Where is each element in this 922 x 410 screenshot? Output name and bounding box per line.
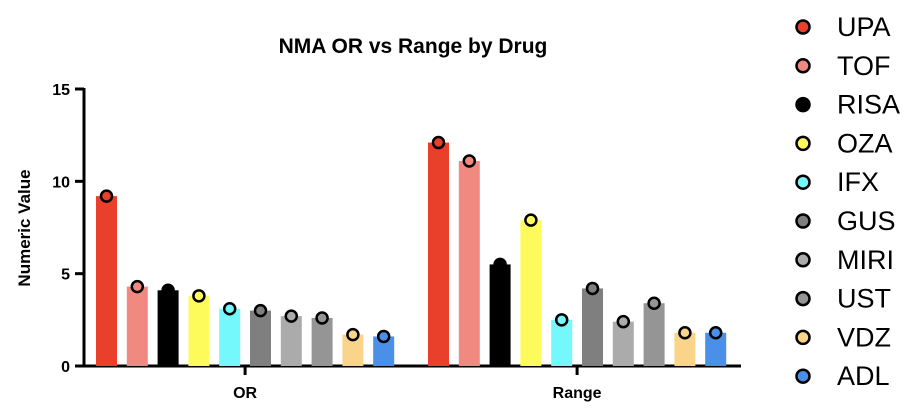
chart-title: NMA OR vs Range by Drug — [279, 35, 548, 58]
legend-marker — [795, 368, 811, 384]
legend-marker — [795, 290, 811, 307]
x-tick-label: Range — [553, 385, 602, 402]
data-point — [222, 302, 237, 316]
y-tick-label: 10 — [52, 174, 70, 191]
legend-marker — [795, 174, 811, 190]
bar — [250, 310, 271, 366]
bar — [582, 288, 603, 366]
legend-label: TOF — [837, 51, 891, 81]
bar — [551, 319, 573, 366]
bar — [674, 332, 696, 366]
bar — [342, 334, 364, 366]
data-point — [524, 213, 538, 227]
data-point — [192, 289, 206, 303]
bar — [643, 303, 665, 366]
data-points — [99, 135, 723, 344]
legend-label: UPA — [837, 12, 891, 42]
axes: 0 5 10 15 OR Range — [52, 82, 741, 402]
data-point — [253, 303, 268, 318]
bar — [280, 316, 302, 366]
y-tick-label: 5 — [61, 267, 70, 284]
data-point — [708, 326, 723, 340]
legend-label: OZA — [837, 128, 893, 158]
legend-marker — [795, 135, 811, 152]
data-point — [161, 283, 175, 298]
y-tick-label: 15 — [52, 82, 70, 99]
legend: UPA TOF RISA OZA IFX GUS MIRI UST VDZ ADL — [795, 12, 900, 391]
bar — [612, 321, 634, 366]
data-point — [493, 257, 507, 272]
data-point — [431, 135, 446, 150]
legend-label: MIRI — [837, 245, 894, 275]
data-point — [346, 327, 360, 342]
bar — [705, 332, 727, 366]
legend-marker — [795, 19, 811, 35]
legend-marker — [795, 96, 811, 113]
legend-label: GUS — [837, 206, 896, 236]
bar — [188, 295, 210, 366]
legend-label: IFX — [837, 167, 879, 197]
legend-marker — [795, 252, 811, 268]
legend-marker — [795, 329, 811, 346]
data-point — [678, 326, 692, 340]
bar — [520, 220, 542, 366]
legend-label: VDZ — [837, 322, 891, 352]
data-point — [616, 314, 631, 329]
data-point — [462, 154, 477, 168]
legend-marker — [795, 58, 811, 74]
legend-marker — [795, 213, 811, 229]
bar — [157, 290, 179, 366]
bar — [373, 336, 395, 366]
legend-label: ADL — [837, 361, 890, 391]
x-tick-label: OR — [233, 385, 257, 402]
bars — [96, 142, 727, 366]
bar — [126, 286, 148, 366]
data-point — [554, 313, 569, 327]
data-point — [284, 309, 299, 323]
data-point — [130, 279, 145, 294]
bar — [311, 317, 333, 366]
bar — [458, 161, 480, 366]
data-point — [376, 329, 391, 344]
data-point — [647, 296, 661, 310]
y-axis-label: Numeric Value — [15, 169, 34, 286]
bar — [428, 142, 449, 366]
bar — [96, 196, 117, 366]
data-point — [99, 189, 114, 203]
bar — [489, 264, 511, 366]
legend-label: UST — [837, 284, 891, 314]
bar — [219, 308, 241, 366]
legend-label: RISA — [837, 90, 900, 120]
data-point — [315, 311, 329, 325]
data-point — [585, 281, 600, 296]
y-tick-label: 0 — [61, 359, 70, 376]
